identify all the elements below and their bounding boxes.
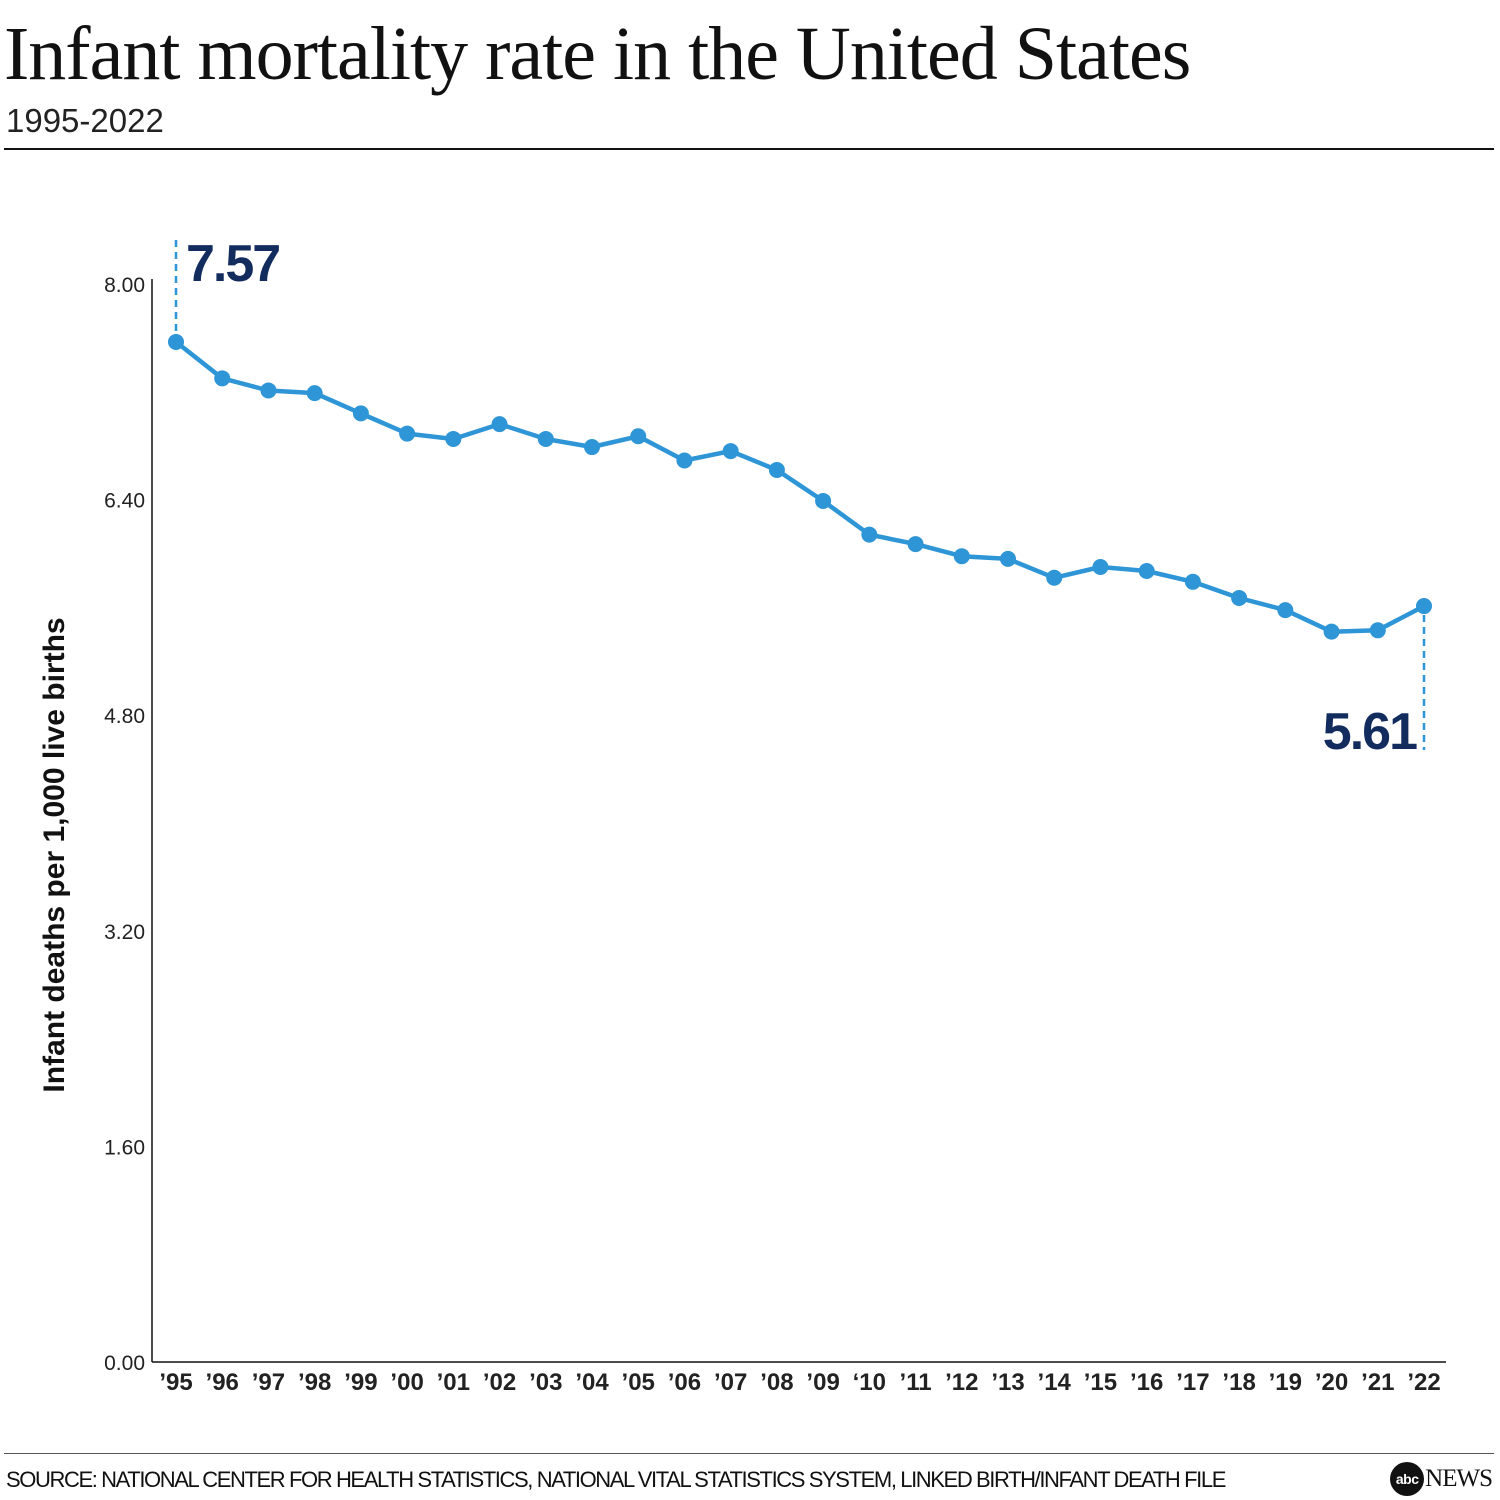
data-point xyxy=(306,385,323,402)
x-tick-label: ’16 xyxy=(1130,1369,1163,1396)
x-tick-label: ’96 xyxy=(206,1369,239,1396)
data-point xyxy=(352,405,369,422)
data-point xyxy=(1323,623,1340,640)
data-point xyxy=(815,492,832,509)
x-tick-label: ’22 xyxy=(1407,1369,1440,1396)
data-point xyxy=(1416,598,1432,615)
data-point xyxy=(1092,558,1109,575)
data-point xyxy=(907,536,924,553)
data-point xyxy=(537,430,554,447)
x-tick-label: ’02 xyxy=(483,1369,516,1396)
x-tick-label: ’20 xyxy=(1315,1369,1348,1396)
x-tick-label: ’21 xyxy=(1361,1369,1394,1396)
source-note: SOURCE: NATIONAL CENTER FOR HEALTH STATI… xyxy=(6,1467,1226,1492)
y-tick-label: 4.80 xyxy=(104,705,145,728)
line-chart: 0.00 1.60 3.20 4.80 6.40 8.00 Infant deaths pe… xyxy=(38,235,1446,1396)
data-point xyxy=(1231,589,1248,606)
header-divider xyxy=(4,148,1494,150)
data-point xyxy=(676,452,693,469)
data-point xyxy=(722,443,739,460)
data-point xyxy=(260,382,277,399)
data-point xyxy=(399,425,416,442)
data-point xyxy=(768,461,785,478)
x-tick-label: ’99 xyxy=(344,1369,377,1396)
x-tick-label: ’13 xyxy=(991,1369,1024,1396)
x-tick-label: ’19 xyxy=(1269,1369,1302,1396)
x-tick-label: ’18 xyxy=(1222,1369,1255,1396)
news-wordmark: NEWS xyxy=(1425,1465,1493,1492)
x-tick-label: ’00 xyxy=(390,1369,423,1396)
x-tick-label: ’08 xyxy=(760,1369,793,1396)
data-point xyxy=(1000,550,1016,567)
x-tick-label: ’97 xyxy=(252,1369,285,1396)
data-point xyxy=(491,416,508,433)
data-point xyxy=(630,428,647,445)
data-point xyxy=(1184,573,1201,590)
y-tick-label: 0.00 xyxy=(104,1352,145,1375)
x-tick-label: ’09 xyxy=(806,1369,839,1396)
y-axis-title: Infant deaths per 1,000 live births xyxy=(38,617,71,1092)
y-tick-label: 6.40 xyxy=(104,490,145,513)
annotation-label-end: 5.61 xyxy=(1323,703,1417,761)
data-point xyxy=(168,333,184,350)
x-tick-label: ’12 xyxy=(945,1369,978,1396)
x-tick-label: ’03 xyxy=(529,1369,562,1396)
x-tick-label: ’17 xyxy=(1176,1369,1209,1396)
data-point xyxy=(1369,622,1386,639)
data-point xyxy=(214,370,231,387)
y-tick-label: 3.20 xyxy=(104,921,145,944)
data-point xyxy=(445,430,462,447)
x-tick-label: ’15 xyxy=(1084,1369,1117,1396)
x-tick-label: ’06 xyxy=(668,1369,701,1396)
x-tick-label: ’07 xyxy=(714,1369,747,1396)
x-tick-label: ’95 xyxy=(159,1369,192,1396)
y-tick-label: 8.00 xyxy=(104,274,145,297)
data-point xyxy=(953,548,970,565)
series-line xyxy=(174,340,1426,634)
data-point xyxy=(1277,602,1294,619)
annotation-label-start: 7.57 xyxy=(186,235,279,293)
x-tick-label: ’05 xyxy=(622,1369,655,1396)
chart-title: Infant mortality rate in the United Stat… xyxy=(4,12,1191,96)
data-point xyxy=(861,526,878,543)
x-tick-label: ’11 xyxy=(900,1369,932,1396)
data-point xyxy=(1046,569,1063,586)
chart-subtitle: 1995-2022 xyxy=(6,102,164,139)
abc-logo-circle: abc xyxy=(1390,1462,1425,1496)
x-tick-label: ’14 xyxy=(1038,1369,1072,1396)
abc-news-logo: abc NEWS xyxy=(1390,1462,1493,1496)
x-tick-label: ’01 xyxy=(437,1369,470,1396)
data-point xyxy=(1138,563,1155,580)
x-tick-label: ’98 xyxy=(298,1369,331,1396)
data-point xyxy=(584,439,600,456)
y-tick-label: 1.60 xyxy=(104,1136,145,1159)
x-tick-label: ’04 xyxy=(575,1369,609,1396)
footer-divider xyxy=(4,1453,1494,1454)
x-tick-label: ‘10 xyxy=(853,1369,886,1396)
